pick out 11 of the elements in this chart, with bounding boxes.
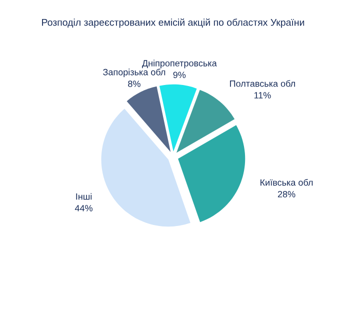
data-label: 8% — [128, 80, 140, 88]
chart-title: Розподіл зареєстрованих емісій акцій по областях України — [42, 18, 304, 28]
slice-label: Полтавська обл — [230, 80, 295, 87]
slice-label: Дніпропетровська — [142, 60, 217, 68]
slice-label: Інші — [76, 193, 92, 200]
slice-label: Київська обл — [260, 178, 313, 186]
data-label: 9% — [173, 72, 186, 78]
data-label: 44% — [74, 205, 92, 212]
slice-label: Запорізька обл — [103, 68, 166, 78]
data-label: 28% — [278, 190, 296, 198]
data-label: 11% — [254, 92, 271, 98]
